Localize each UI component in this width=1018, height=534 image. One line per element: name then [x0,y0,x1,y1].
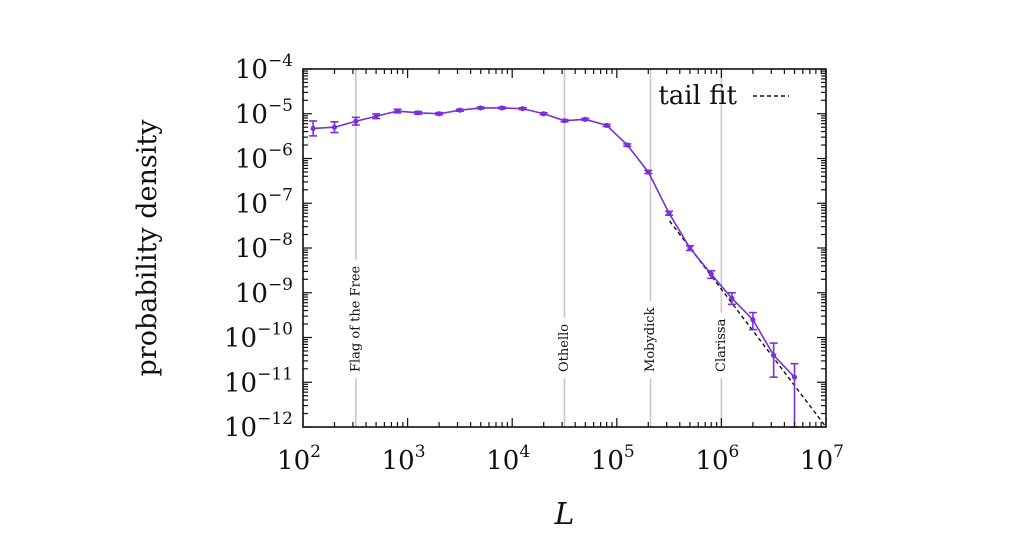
legend-label: tail fit [658,81,737,111]
data-point [666,210,672,216]
data-point [771,352,777,358]
series-layer [309,105,799,428]
data-point [541,111,547,117]
reference-label: Clarissa [714,318,729,372]
y-tick-label: 10−12 [224,409,293,443]
axes: 102 103 104 105 106 107 10−4 10−5 10−6 10−7 10−8 10… [132,51,844,532]
data-point [415,110,421,116]
data-point [645,169,651,175]
reference-line-0: Flag of the Free [348,69,363,427]
x-tick-label: 105 [591,442,635,476]
reference-line-2: Mobydick [643,69,658,427]
data-point [373,113,379,119]
data-point [394,108,401,114]
reference-lines: Flag of the Free Othello Mobydick Clarissa [348,69,729,427]
data-point [436,111,442,117]
x-tick-label: 104 [486,442,530,476]
y-tick-label: 10−5 [235,96,293,130]
data-point [582,116,588,122]
data-point [708,271,714,277]
data-point [353,118,359,124]
x-tick-label: 107 [800,442,844,476]
data-point [687,245,693,251]
x-tick-label: 103 [382,442,426,476]
y-axis-label: probability density [132,119,163,377]
y-tick-label: 10−4 [235,51,293,85]
series-0 [309,105,799,428]
y-tick-label: 10−10 [224,320,293,354]
x-axis-label: L [554,497,575,532]
data-point [478,105,484,111]
reference-label: Flag of the Free [348,265,363,372]
reference-label: Othello [557,324,572,372]
data-point [604,122,610,128]
x-tick-label: 102 [277,442,321,476]
data-point [791,374,798,380]
data-point [310,125,316,132]
data-point [561,118,568,124]
data-point [331,124,338,130]
x-tick-label: 106 [695,442,739,476]
y-tick-label: 10−6 [235,141,293,175]
data-point [750,317,756,323]
y-tick-label: 10−8 [235,230,293,264]
y-tick-label: 10−7 [235,185,293,219]
legend: tail fit [658,81,789,111]
y-tick-label: 10−11 [224,364,293,398]
reference-line-1: Othello [557,69,572,427]
data-point [729,295,735,301]
data-point [520,106,526,112]
data-point [499,105,505,111]
y-tick-label: 10−9 [235,275,293,309]
reference-label: Mobydick [643,307,658,372]
data-point [624,142,630,148]
data-point [457,107,463,113]
error-bar [769,342,778,378]
reference-line-3: Clarissa [714,69,729,427]
